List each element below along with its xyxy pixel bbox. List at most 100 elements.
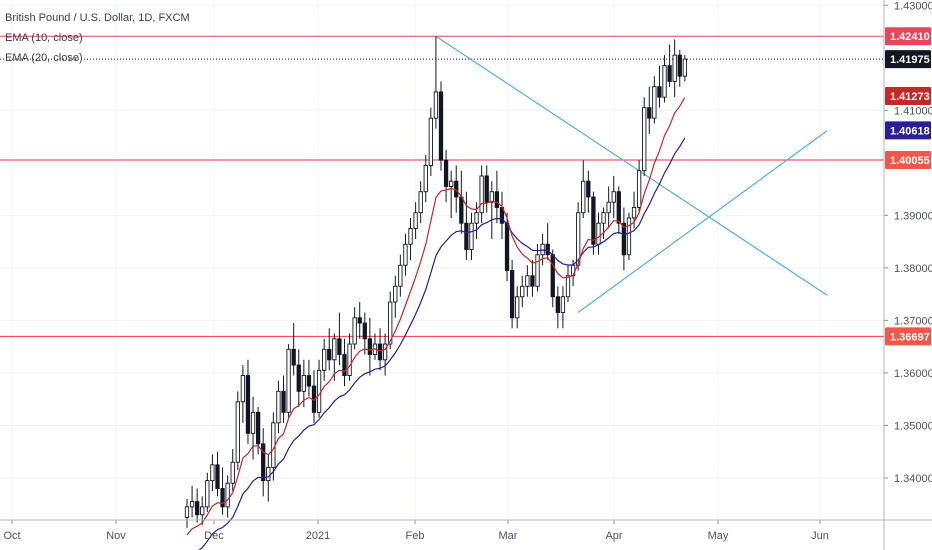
price-badge bbox=[885, 327, 931, 346]
price-badge-label: 1.41273 bbox=[890, 91, 930, 103]
candle-up bbox=[601, 212, 606, 224]
candle-down bbox=[677, 54, 682, 77]
trendlines bbox=[435, 35, 828, 314]
candle-up bbox=[393, 285, 398, 303]
price-badge bbox=[885, 27, 931, 46]
x-tick-label: Mar bbox=[499, 530, 518, 542]
candle-up bbox=[184, 506, 190, 518]
candle-down bbox=[494, 191, 500, 208]
price-badge bbox=[885, 121, 931, 140]
candle-up bbox=[347, 343, 352, 377]
price-badge-label: 1.36697 bbox=[890, 331, 930, 343]
trendline-ascending bbox=[577, 130, 828, 314]
candle-down bbox=[616, 191, 621, 224]
y-tick-label: 1.36000 bbox=[894, 368, 932, 380]
candle-down bbox=[220, 488, 225, 508]
candle-up bbox=[428, 117, 433, 166]
ema20-line bbox=[198, 137, 686, 550]
candle-up bbox=[322, 348, 327, 371]
y-tick-label: 1.41000 bbox=[894, 105, 932, 117]
y-tick-label: 1.38000 bbox=[894, 263, 932, 275]
x-tick-label: Apr bbox=[605, 530, 622, 542]
candle-up bbox=[382, 343, 388, 361]
candle-down bbox=[337, 338, 342, 355]
price-badge-label: 1.40055 bbox=[890, 155, 930, 167]
x-tick-label: Dec bbox=[204, 530, 224, 542]
x-tick-label: Feb bbox=[406, 530, 425, 542]
candle-up bbox=[276, 390, 281, 424]
candle-down bbox=[296, 364, 301, 392]
candle-down bbox=[509, 270, 515, 319]
ema20-legend: EMA (20, close) bbox=[5, 52, 83, 64]
candle-down bbox=[357, 317, 362, 324]
candle-down bbox=[306, 375, 312, 387]
y-tick-label: 1.37000 bbox=[894, 315, 932, 327]
candle-down bbox=[255, 411, 261, 445]
candle-down bbox=[555, 296, 560, 313]
x-tick-label: May bbox=[708, 530, 729, 542]
candle-down bbox=[591, 196, 596, 245]
candle-up bbox=[398, 264, 403, 287]
candle-up bbox=[682, 58, 687, 77]
candle-down bbox=[504, 222, 510, 271]
candle-up bbox=[636, 170, 642, 208]
candle-down bbox=[342, 354, 347, 377]
x-tick-label: Jun bbox=[811, 530, 829, 542]
candle-up bbox=[250, 411, 256, 434]
candle-up bbox=[606, 201, 611, 214]
candle-up bbox=[535, 254, 540, 287]
x-tick-label: Nov bbox=[106, 530, 126, 542]
candle-up bbox=[540, 243, 545, 256]
candle-up bbox=[672, 54, 677, 82]
candle-up bbox=[235, 401, 240, 463]
candle-up bbox=[332, 338, 337, 361]
candle-down bbox=[550, 254, 555, 298]
candle-down bbox=[530, 275, 535, 287]
candle-down bbox=[281, 390, 286, 413]
candle-down bbox=[291, 348, 296, 366]
candle-down bbox=[647, 107, 652, 119]
x-tick-label: 2021 bbox=[306, 530, 330, 542]
candle-up bbox=[469, 222, 474, 250]
candle-up bbox=[210, 464, 215, 482]
price-badge-label: 1.40618 bbox=[890, 125, 930, 137]
candle-up bbox=[525, 275, 530, 287]
candle-up bbox=[423, 165, 428, 193]
candle-down bbox=[459, 196, 464, 224]
candle-up bbox=[489, 191, 494, 203]
ema10-legend: EMA (10, close) bbox=[5, 32, 83, 44]
candle-up bbox=[200, 506, 205, 516]
candle-up bbox=[662, 65, 667, 98]
price-badges: 1.42410 1.41975 1.41273 1.40618 1.40055 1.366… bbox=[885, 27, 931, 346]
candle-up bbox=[626, 217, 632, 256]
y-tick-label: 1.35000 bbox=[894, 420, 932, 432]
candle-up bbox=[520, 285, 525, 298]
candle-down bbox=[586, 180, 591, 198]
candle-up bbox=[631, 207, 637, 219]
candle-down bbox=[438, 91, 444, 161]
candle-up bbox=[433, 91, 439, 119]
chart-grid bbox=[0, 0, 884, 520]
candle-down bbox=[327, 348, 332, 361]
candle-up bbox=[286, 348, 291, 413]
candle-up bbox=[642, 107, 647, 172]
candle-up bbox=[515, 296, 520, 319]
candle-down bbox=[215, 464, 220, 489]
ema10-line bbox=[186, 97, 686, 536]
candle-down bbox=[377, 343, 383, 361]
candle-up bbox=[413, 212, 418, 229]
candle-down bbox=[443, 159, 449, 187]
candle-up bbox=[418, 191, 423, 214]
candle-up bbox=[652, 86, 657, 119]
candle-up bbox=[581, 180, 586, 214]
chart-title: British Pound / U.S. Dollar, 1D, FXCM bbox=[5, 12, 190, 24]
candles bbox=[184, 36, 687, 528]
candle-down bbox=[367, 338, 373, 355]
candle-up bbox=[565, 275, 571, 298]
candle-down bbox=[621, 222, 627, 256]
candle-up bbox=[596, 222, 601, 245]
trendline-descending bbox=[435, 35, 828, 296]
y-tick-label: 1.43000 bbox=[894, 0, 932, 12]
